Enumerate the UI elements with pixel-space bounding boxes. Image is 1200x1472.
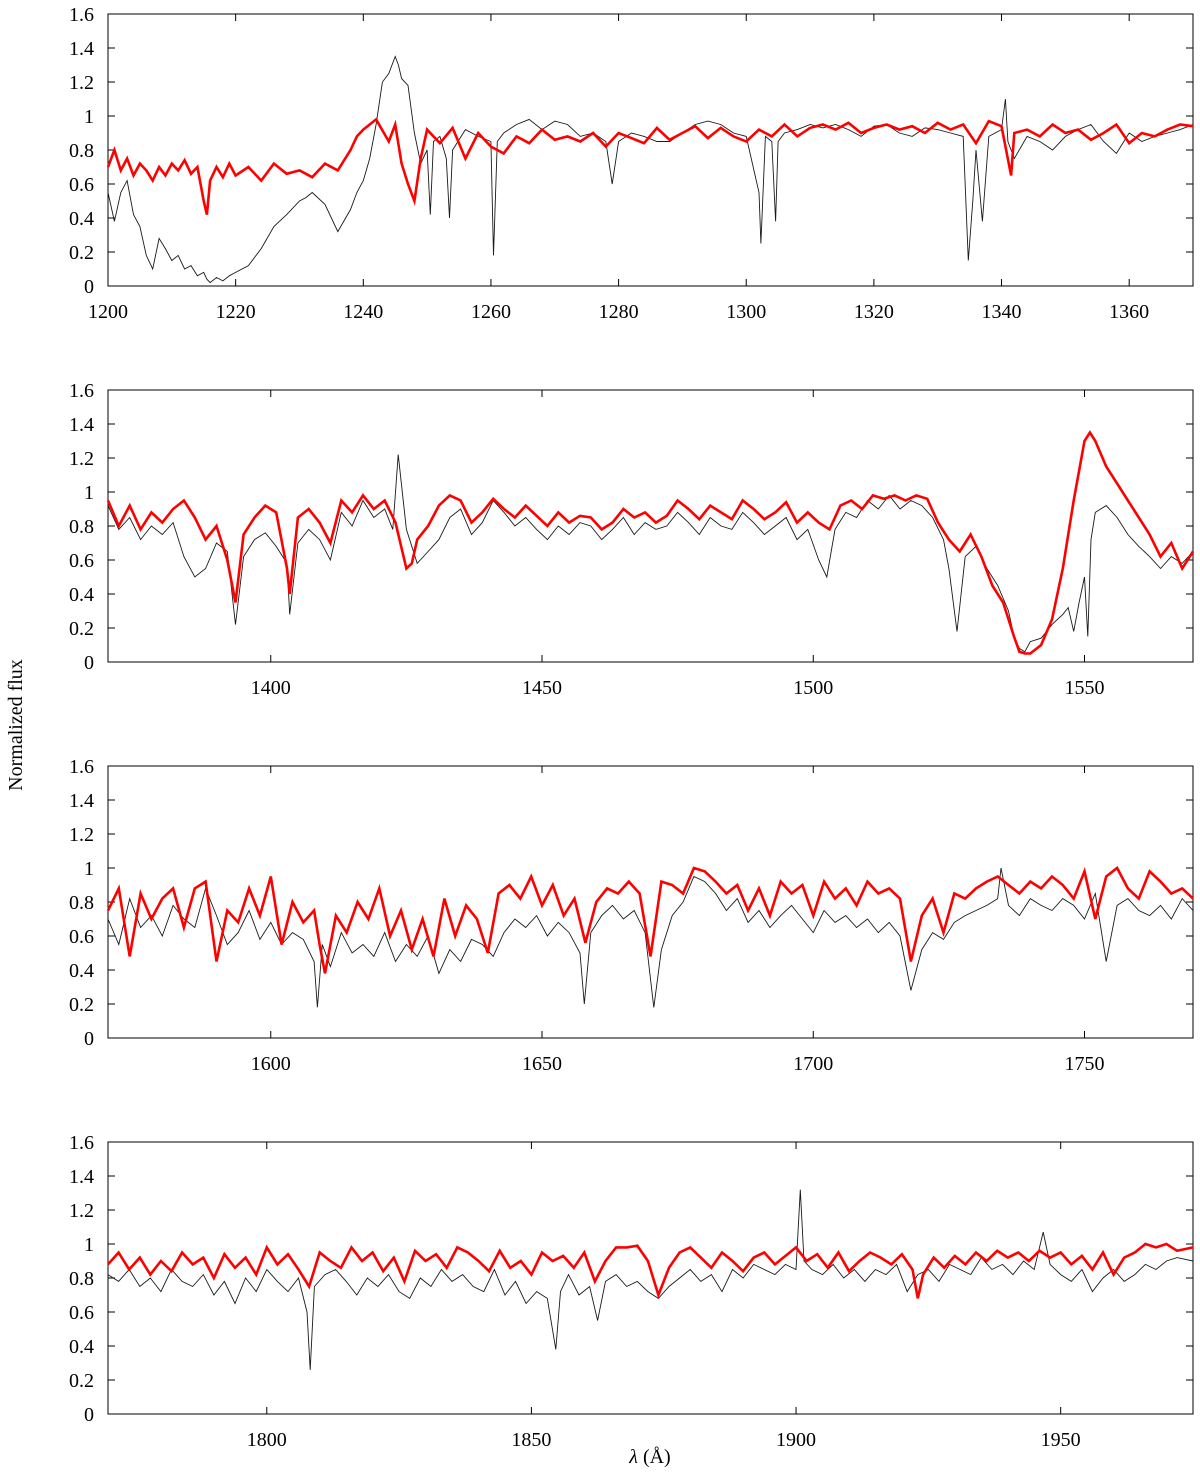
y-tick-label: 0.2 [69,242,94,264]
observed-spectrum-line [107,867,1194,1008]
y-tick-label: 1.4 [69,414,94,436]
y-tick-label: 1.6 [69,380,94,402]
panel-2: 0 0.2 0.4 0.6 0.8 1 1.2 1.4 1.6 1400 1450 1500 1550 [69,380,1195,699]
x-tick-label: 1650 [522,1053,562,1075]
y-tick-label: 1 [84,106,94,128]
y-tick-label: 1.2 [69,72,94,94]
x-tick-label: 1240 [343,301,383,323]
x-axis-label: λ (Å) [628,1446,670,1468]
panel-1: 0 0.2 0.4 0.6 0.8 1 1.2 1.4 1.6 1200 1220 1240 1260 1… [69,4,1194,323]
x-tick-label: 1600 [251,1053,291,1075]
x-tick-label: 1500 [793,677,833,699]
x-tick-label: 1850 [511,1429,551,1451]
y-tick-label: 0.4 [69,1336,94,1358]
x-tick-label: 1320 [854,301,894,323]
y-tick-label: 0.8 [69,516,94,538]
model-spectrum-line [107,1242,1194,1299]
y-tick-label: 0.4 [69,584,94,606]
panel-3: 0 0.2 0.4 0.6 0.8 1 1.2 1.4 1.6 1600 1650 1700 1750 [69,756,1194,1075]
y-tick-label: 1.6 [69,1132,94,1154]
x-tick-label: 1450 [522,677,562,699]
y-tick-label: 0 [84,1404,94,1426]
y-tick-label: 0.4 [69,208,94,230]
x-tick-label: 1280 [599,301,639,323]
y-tick-label: 0.8 [69,892,94,914]
observed-spectrum-line [107,1189,1194,1370]
y-tick-label: 1.4 [69,790,94,812]
y-tick-label: 1.2 [69,448,94,470]
y-tick-label: 0.4 [69,960,94,982]
y-tick-label: 1 [84,482,94,504]
y-axis-label: Normalized flux [5,659,27,791]
x-tick-label: 1400 [251,677,291,699]
y-tick-label: 0.2 [69,994,94,1016]
x-tick-label: 1800 [247,1429,287,1451]
y-tick-label: 0.6 [69,1302,94,1324]
x-tick-label: 1550 [1065,677,1105,699]
y-tick-label: 0 [84,1028,94,1050]
observed-spectrum-line [107,454,1194,653]
x-axis-label-symbol: λ [628,1446,638,1468]
x-axis-label-unit: (Å) [638,1446,671,1468]
x-tick-label: 1360 [1109,301,1149,323]
x-tick-label: 1950 [1041,1429,1081,1451]
y-tick-label: 0.6 [69,926,94,948]
y-tick-label: 0.6 [69,174,94,196]
plot-frame [107,13,1194,287]
y-tick-label: 0.8 [69,140,94,162]
x-tick-label: 1260 [471,301,511,323]
x-tick-label: 1340 [982,301,1022,323]
y-tick-label: 0 [84,276,94,298]
y-tick-label: 0.2 [69,618,94,640]
y-tick-label: 1 [84,1234,94,1256]
model-spectrum-line [106,430,1195,655]
x-tick-label: 1700 [793,1053,833,1075]
y-tick-label: 1 [84,858,94,880]
model-spectrum-line [106,117,1194,215]
y-tick-label: 0.6 [69,550,94,572]
x-tick-label: 1200 [88,301,128,323]
observed-spectrum-line [107,55,1194,284]
y-tick-label: 0.2 [69,1370,94,1392]
plot-frame [107,1141,1194,1415]
y-tick-label: 1.4 [69,38,94,60]
x-tick-label: 1900 [776,1429,816,1451]
y-tick-label: 1.4 [69,1166,94,1188]
y-tick-label: 1.6 [69,756,94,778]
y-tick-label: 1.6 [69,4,94,26]
x-tick-label: 1220 [216,301,256,323]
y-tick-label: 1.2 [69,824,94,846]
y-tick-label: 1.2 [69,1200,94,1222]
model-spectrum-line [106,866,1194,974]
x-tick-label: 1300 [726,301,766,323]
x-tick-label: 1750 [1065,1053,1105,1075]
y-tick-label: 0 [84,652,94,674]
panel-4: 0 0.2 0.4 0.6 0.8 1 1.2 1.4 1.6 1800 1850 1900 1950 [69,1132,1194,1451]
plot-frame [107,765,1194,1039]
y-tick-label: 0.8 [69,1268,94,1290]
